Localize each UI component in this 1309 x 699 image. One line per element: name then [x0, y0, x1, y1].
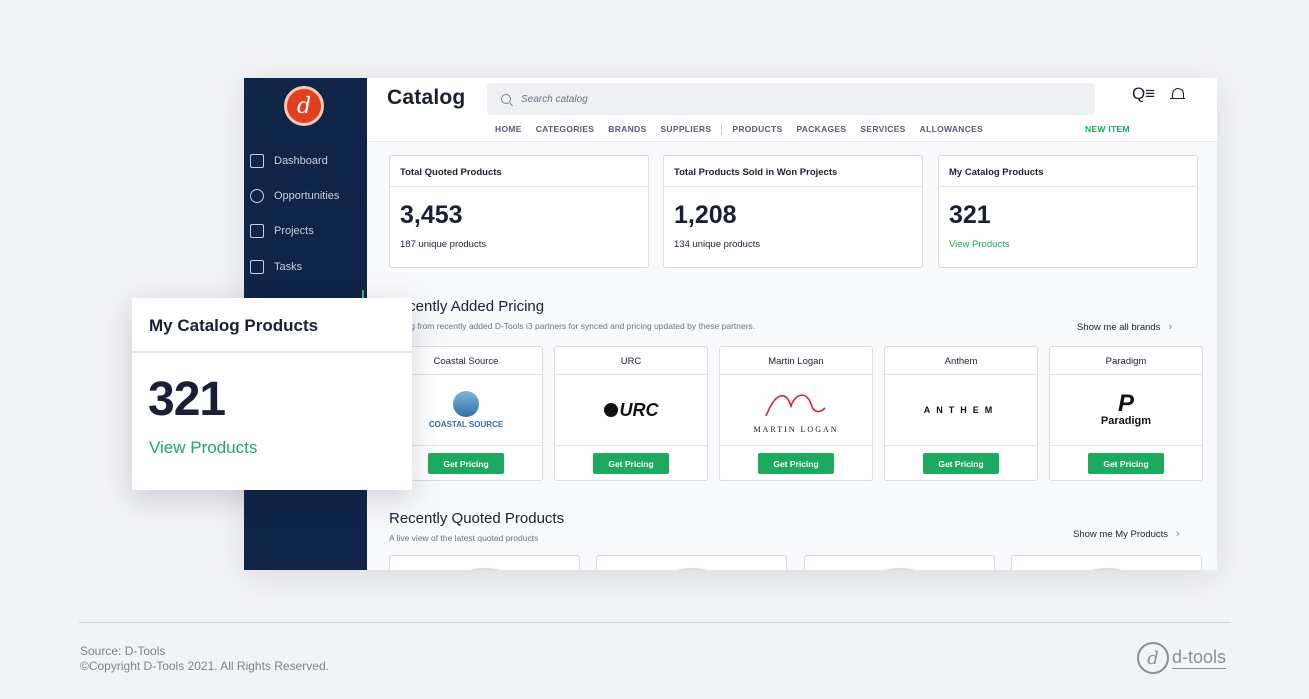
sidebar-item-dashboard[interactable]: Dashboard [244, 150, 367, 172]
sidebar-item-opportunities[interactable]: Opportunities [244, 185, 367, 207]
brand-card-paradigm: Paradigm P Paradigm Get Pricing [1049, 346, 1203, 481]
martin-logan-logo: MARTIN LOGAN [720, 375, 872, 446]
quoted-product-card[interactable] [804, 555, 995, 570]
paradigm-logo: P Paradigm [1050, 375, 1202, 446]
search-icon [501, 94, 511, 104]
stat-card-products-sold: Total Products Sold in Won Projects 1,20… [663, 155, 923, 268]
brand-card-martin-logan: Martin Logan MARTIN LOGAN Get Pricing [719, 346, 873, 481]
stat-card-title: Total Quoted Products [390, 156, 648, 187]
show-my-products-label: Show me My Products [1073, 528, 1169, 540]
active-indicator [362, 290, 364, 304]
pricing-section-title: Recently Added Pricing [389, 298, 545, 315]
martin-logan-mark [765, 394, 826, 417]
stat-card-value: 1,208 [674, 201, 737, 229]
dtools-mark-icon: d [1137, 642, 1169, 674]
get-pricing-button[interactable]: Get Pricing [923, 453, 999, 474]
pricing-section-desc: Pricing from recently added D-Tools i3 p… [389, 321, 756, 331]
page-title: Catalog [387, 86, 466, 109]
tab-categories[interactable]: CATEGORIES [535, 124, 595, 134]
sidebar-item-projects[interactable]: Projects [244, 220, 367, 242]
checkbox-icon [250, 260, 264, 274]
get-pricing-button[interactable]: Get Pricing [593, 453, 669, 474]
get-pricing-button[interactable]: Get Pricing [428, 453, 504, 474]
brand-name: Anthem [885, 347, 1037, 375]
coastal-source-logo: COASTAL SOURCE [390, 375, 542, 446]
quoted-section-title: Recently Quoted Products [389, 510, 565, 527]
top-bar: Catalog Q≡ HOME CATEGORIES BRANDS SUPPLI… [367, 78, 1217, 142]
brand-name: Coastal Source [390, 347, 542, 375]
tab-services[interactable]: SERVICES [860, 124, 906, 134]
stat-card-subtext: 187 unique products [400, 239, 487, 250]
urc-logo: URC [555, 375, 707, 446]
bell-icon[interactable] [1170, 87, 1186, 102]
stat-card-value: 3,453 [400, 201, 463, 229]
show-my-products-link[interactable]: Show me My Products › [1073, 528, 1180, 540]
footer-copyright: ©Copyright D-Tools 2021. All Rights Rese… [80, 659, 329, 673]
anthem-logo: ANTHEM [885, 375, 1037, 446]
view-products-link[interactable]: View Products [949, 239, 1010, 250]
target-icon [250, 189, 264, 203]
chevron-right-icon: › [1168, 321, 1173, 333]
catalog-tabs: HOME CATEGORIES BRANDS SUPPLIERS PRODUCT… [488, 123, 990, 135]
get-pricing-button[interactable]: Get Pricing [1088, 453, 1164, 474]
main-content: Catalog Q≡ HOME CATEGORIES BRANDS SUPPLI… [367, 78, 1217, 570]
tab-home[interactable]: HOME [495, 124, 522, 134]
footer-divider [79, 622, 1231, 623]
tab-packages[interactable]: PACKAGES [796, 124, 847, 134]
search-bar[interactable] [487, 83, 1095, 115]
stat-card-title: My Catalog Products [939, 156, 1197, 187]
callout-view-products-link[interactable]: View Products [149, 438, 258, 457]
sidebar-item-tasks[interactable]: Tasks [244, 256, 367, 278]
quoted-product-card[interactable] [596, 555, 787, 570]
sidebar-item-label: Projects [274, 225, 314, 237]
stat-card-value: 321 [949, 201, 991, 229]
sidebar-item-label: Tasks [274, 261, 303, 273]
show-all-brands-link[interactable]: Show me all brands › [1077, 321, 1172, 333]
new-item-link[interactable]: NEW ITEM [1085, 124, 1130, 134]
sidebar-item-label: Dashboard [274, 155, 328, 167]
my-catalog-callout: My Catalog Products 321 View Products [132, 298, 412, 490]
show-all-brands-label: Show me all brands [1077, 321, 1161, 333]
app-window: d Dashboard Opportunities Projects Tasks… [244, 78, 1217, 570]
quoted-product-card[interactable] [1011, 555, 1202, 570]
briefcase-icon [250, 224, 264, 238]
quoted-product-card[interactable] [389, 555, 580, 570]
brand-card-urc: URC URC Get Pricing [554, 346, 708, 481]
callout-title: My Catalog Products [132, 298, 412, 353]
tab-allowances[interactable]: ALLOWANCES [919, 124, 984, 134]
footer-logo: d d-tools [1137, 642, 1227, 674]
tab-products[interactable]: PRODUCTS [732, 124, 783, 134]
footer-logo-text: d-tools [1172, 647, 1227, 669]
stat-card-title: Total Products Sold in Won Projects [664, 156, 922, 187]
brand-name: Martin Logan [720, 347, 872, 375]
footer-source: Source: D-Tools [80, 644, 166, 658]
dashboard-icon [250, 154, 264, 168]
brand-card-coastal-source: Coastal Source COASTAL SOURCE Get Pricin… [389, 346, 543, 481]
search-input[interactable] [521, 93, 1021, 105]
top-icons: Q≡ [1132, 84, 1186, 104]
stat-card-total-quoted: Total Quoted Products 3,453 187 unique p… [389, 155, 649, 268]
stat-card-my-catalog: My Catalog Products 321 View Products [938, 155, 1198, 268]
stat-card-subtext: 134 unique products [674, 239, 761, 250]
tab-suppliers[interactable]: SUPPLIERS [660, 124, 712, 134]
tab-brands[interactable]: BRANDS [608, 124, 647, 134]
brand-name: Paradigm [1050, 347, 1202, 375]
get-pricing-button[interactable]: Get Pricing [758, 453, 834, 474]
sidebar-item-label: Opportunities [274, 190, 340, 202]
dtools-logo[interactable]: d [284, 86, 324, 126]
callout-value: 321 [148, 373, 226, 426]
quoted-section-desc: A live view of the latest quoted product… [389, 533, 539, 543]
search-list-icon[interactable]: Q≡ [1132, 84, 1156, 103]
brand-name: URC [555, 347, 707, 375]
tab-divider [721, 123, 723, 135]
chevron-right-icon: › [1176, 528, 1180, 540]
brand-card-anthem: Anthem ANTHEM Get Pricing [884, 346, 1038, 481]
